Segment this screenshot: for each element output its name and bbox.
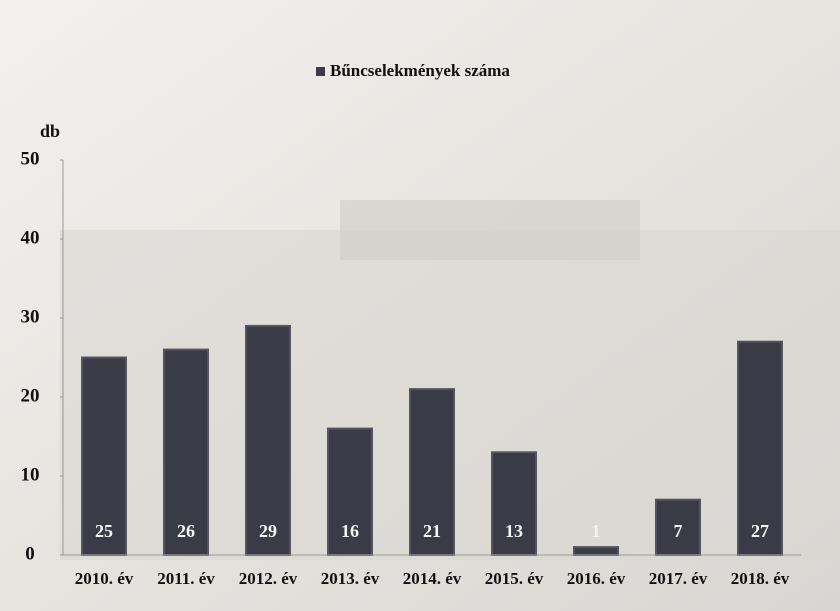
bar <box>655 498 701 557</box>
x-tick-label: 2018. év <box>731 569 790 588</box>
legend-label: Bűncselekmények száma <box>330 61 510 80</box>
y-tick-label: 30 <box>21 306 40 327</box>
data-label: 7 <box>674 521 683 541</box>
y-tick-label: 40 <box>21 227 40 248</box>
data-label: 1 <box>592 521 601 541</box>
data-label: 26 <box>177 521 195 541</box>
data-label: 25 <box>95 521 113 541</box>
y-tick-label: 50 <box>21 148 40 169</box>
data-label: 16 <box>341 521 359 541</box>
x-tick-label: 2012. év <box>239 569 298 588</box>
y-tick-label: 20 <box>21 385 40 406</box>
bar <box>245 324 291 556</box>
x-tick-label: 2015. év <box>485 569 544 588</box>
y-tick-label: 0 <box>25 543 35 564</box>
bar <box>81 356 127 556</box>
x-tick-label: 2017. év <box>649 569 708 588</box>
x-tick-label: 2011. év <box>157 569 215 588</box>
x-tick-label: 2013. év <box>321 569 380 588</box>
x-tick-label: 2014. év <box>403 569 462 588</box>
data-label: 27 <box>751 521 769 541</box>
background-roof <box>340 200 640 260</box>
x-tick-label: 2016. év <box>567 569 626 588</box>
data-label: 29 <box>259 521 277 541</box>
bar <box>573 546 619 556</box>
y-axis-label: db <box>40 121 60 141</box>
y-tick-label: 10 <box>21 464 40 485</box>
legend-swatch <box>316 67 325 76</box>
bar <box>737 340 783 557</box>
x-tick-label: 2010. év <box>75 569 134 588</box>
data-label: 13 <box>505 521 523 541</box>
data-label: 21 <box>423 521 441 541</box>
bar <box>409 388 455 556</box>
